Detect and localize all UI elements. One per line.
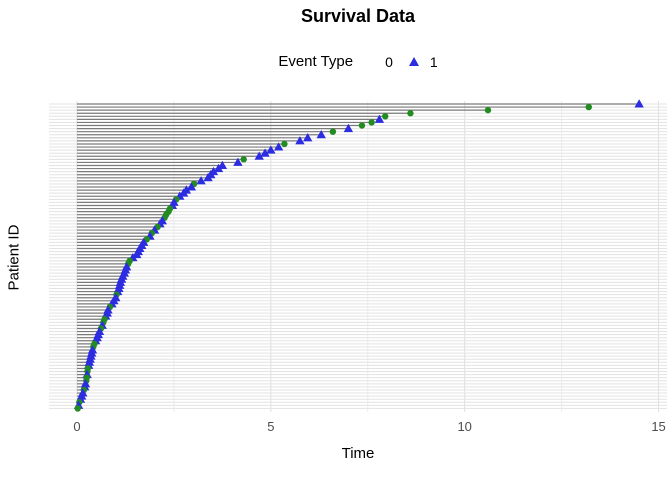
event-marker-circle — [74, 405, 81, 412]
event-marker-circle — [240, 156, 247, 163]
legend-item-label: 0 — [385, 53, 393, 70]
chart-title: Survival Data — [300, 6, 416, 26]
event-marker-circle — [484, 106, 492, 114]
event-marker-triangle — [634, 99, 644, 108]
legend-item-label: 1 — [429, 53, 438, 70]
event-marker-triangle — [186, 182, 197, 191]
event-marker-circle — [329, 128, 337, 135]
circle-marker-icon — [369, 59, 374, 64]
event-marker-triangle — [260, 148, 270, 157]
event-marker-circle — [585, 103, 592, 111]
x-tick-label: 10 — [457, 419, 471, 434]
event-marker-triangle — [254, 151, 264, 160]
event-marker-circle — [368, 119, 375, 126]
event-marker-triangle — [196, 176, 206, 185]
event-marker-triangle — [266, 145, 276, 154]
event-marker-triangle — [295, 136, 305, 145]
legend: Event Type 0 1 — [49, 53, 667, 70]
event-marker-triangle — [273, 142, 284, 151]
y-axis-title: Patient ID — [5, 224, 23, 291]
legend-title: Event Type — [278, 53, 354, 70]
legend-item-event1: 1 — [408, 53, 438, 70]
event-marker-circle — [407, 110, 414, 117]
legend-item-event0: 0 — [369, 54, 393, 70]
event-marker-triangle — [213, 163, 224, 173]
event-marker-triangle — [343, 123, 354, 133]
event-marker-circle — [281, 140, 288, 148]
event-marker-triangle — [316, 129, 326, 139]
x-axis-title: Time — [341, 445, 375, 462]
event-marker-circle — [358, 122, 366, 129]
x-tick-label: 5 — [267, 419, 274, 434]
event-marker-circle — [382, 113, 389, 120]
event-marker-triangle — [233, 157, 243, 166]
event-marker-triangle — [203, 173, 213, 182]
event-marker-triangle — [302, 133, 313, 142]
triangle-marker-icon — [408, 57, 419, 66]
event-marker-triangle — [374, 114, 385, 123]
x-tick-label: 0 — [73, 419, 80, 434]
x-tick-label: 15 — [651, 419, 665, 434]
